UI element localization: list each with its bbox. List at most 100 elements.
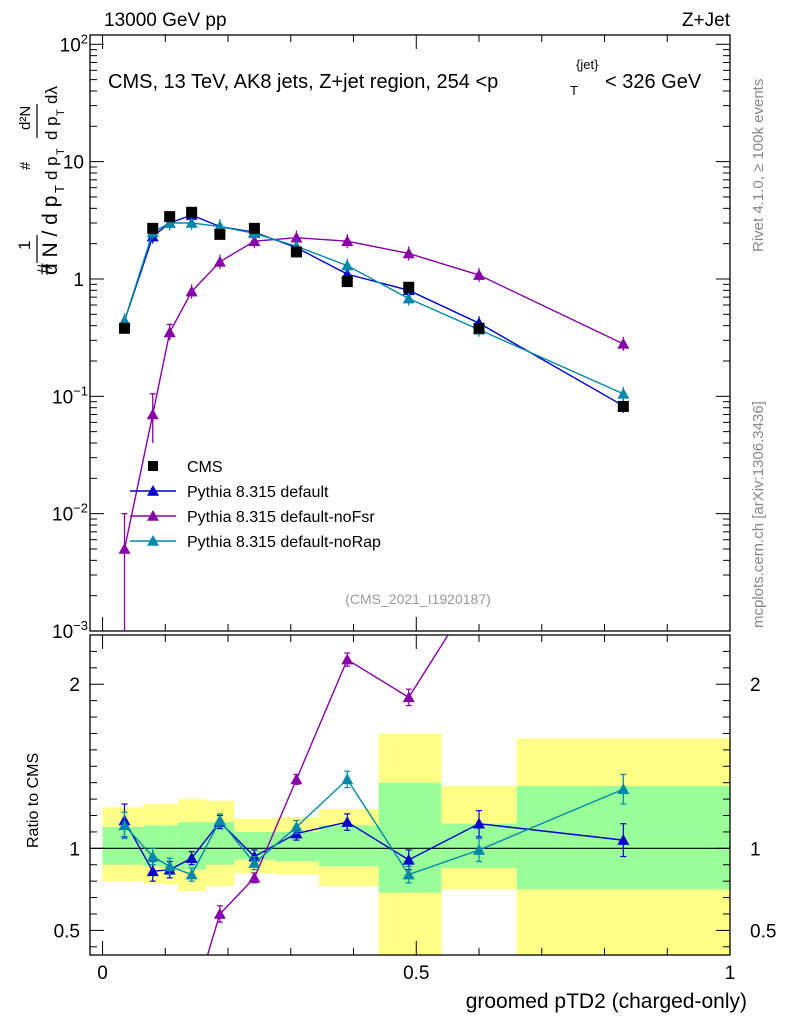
series-marker-ratio	[341, 653, 354, 665]
cms-data-point	[473, 322, 485, 334]
header-left: 13000 GeV pp	[104, 10, 227, 31]
svg-text:T: T	[570, 83, 578, 98]
series-line-top	[123, 214, 624, 407]
series-marker-top	[402, 247, 415, 259]
ratio-tick-label-right: 0.5	[750, 921, 776, 942]
svg-text:T: T	[55, 148, 67, 155]
series-marker-top	[163, 216, 176, 228]
y-tick-label: 10−2	[52, 501, 88, 526]
series-marker-ratio	[146, 850, 159, 862]
series-marker-ratio	[473, 817, 486, 829]
svg-text:dλ: dλ	[42, 86, 61, 104]
series-marker-ratio	[213, 907, 226, 919]
series-marker-top	[185, 216, 198, 228]
series-marker-top	[617, 387, 630, 399]
cms-data-point	[617, 400, 629, 412]
series-marker-top	[341, 259, 354, 271]
y-tick-label: 102	[60, 31, 88, 56]
x-tick-label: 0	[97, 963, 108, 984]
header-right: Z+Jet	[682, 10, 731, 31]
green-band	[143, 825, 163, 867]
svg-text:d N / d p: d N / d p	[39, 196, 62, 275]
series-marker-ratio	[185, 868, 198, 880]
green-band	[162, 825, 178, 869]
ratio-tick-label-right: 2	[750, 675, 761, 696]
cms-data-point	[119, 322, 131, 334]
svg-text:{jet}: {jet}	[576, 57, 599, 72]
ratio-tick-label-left: 0.5	[54, 921, 80, 942]
x-tick-label: 0.5	[403, 963, 429, 984]
ratio-panel-frame	[89, 634, 731, 956]
series-marker-ratio	[402, 691, 415, 703]
legend-label: CMS	[187, 459, 223, 476]
ratio-tick-label-left: 2	[69, 675, 80, 696]
series-marker-top	[213, 255, 226, 267]
series-marker-ratio	[341, 773, 354, 785]
cms-data-point	[186, 206, 198, 218]
series-line-ratio	[206, 635, 449, 955]
legend-label: Pythia 8.315 default	[187, 484, 329, 501]
cms-data-point	[403, 281, 415, 293]
y-tick-label: 1	[73, 270, 84, 291]
legend-marker	[147, 535, 159, 546]
plot-title: CMS, 13 TeV, AK8 jets, Z+jet region, 254…	[108, 57, 702, 98]
y-axis-label-top: # 1 d N / d p T # d p T d²N d p T dλ	[15, 86, 67, 275]
series-marker-ratio	[213, 814, 226, 826]
mcplots-label: mcplots.cern.ch [arXiv:1306.3436]	[750, 401, 767, 628]
green-band	[319, 825, 379, 867]
ratio-tick-label-right: 1	[750, 839, 761, 860]
svg-text:d p: d p	[42, 116, 61, 140]
legend-marker	[147, 485, 159, 496]
series-marker-top	[185, 285, 198, 297]
y-tick-label: 10−3	[52, 618, 88, 643]
series-marker-top	[617, 337, 630, 349]
series-marker-top	[213, 220, 226, 232]
cms-data-point	[290, 246, 302, 258]
cms-data-point	[164, 211, 176, 223]
cms-data-point	[248, 222, 260, 234]
series-line-top	[123, 236, 624, 550]
series-marker-ratio	[248, 857, 261, 868]
y-tick-label: 10−1	[52, 383, 88, 408]
cms-data-point	[341, 276, 353, 288]
svg-text:#: #	[34, 263, 57, 275]
cms-data-point	[147, 222, 159, 234]
rivet-label: Rivet 4.1.0, ≥ 100k events	[750, 79, 767, 252]
series-marker-ratio	[617, 783, 630, 795]
green-band	[102, 827, 144, 865]
series-marker-ratio	[290, 821, 303, 832]
series-marker-top	[341, 235, 354, 246]
series-marker-ratio	[341, 816, 354, 827]
y-tick-label: 10	[63, 153, 84, 174]
top-panel-frame	[89, 34, 731, 632]
series-marker-ratio	[163, 860, 176, 872]
ratio-tick-label-left: 1	[69, 839, 80, 860]
legend-marker	[148, 461, 158, 471]
analysis-id: (CMS_2021_I1920187)	[345, 591, 491, 607]
legend-label: Pythia 8.315 default-noFsr	[187, 509, 375, 526]
series-marker-ratio	[248, 871, 261, 883]
y-axis-label-ratio: Ratio to CMS	[25, 753, 42, 848]
cms-data-point	[214, 228, 226, 240]
legend-label: Pythia 8.315 default-noRap	[187, 534, 381, 551]
svg-text:1: 1	[15, 241, 34, 250]
series-marker-ratio	[617, 834, 630, 845]
legend-marker	[147, 510, 159, 521]
svg-text:d p: d p	[42, 156, 61, 180]
x-axis-label: groomed pTD2 (charged-only)	[466, 990, 747, 1013]
series-marker-top	[248, 235, 261, 246]
series-marker-top	[402, 292, 415, 304]
series-marker-ratio	[146, 865, 159, 877]
series-marker-ratio	[402, 868, 415, 880]
svg-text:#: #	[17, 161, 34, 170]
series-marker-ratio	[290, 773, 303, 785]
svg-text:< 326 GeV: < 326 GeV	[605, 71, 702, 93]
series-marker-top	[290, 231, 303, 243]
svg-text:CMS, 13 TeV, AK8 jets, Z+jet r: CMS, 13 TeV, AK8 jets, Z+jet region, 254…	[108, 71, 498, 93]
svg-text:d²N: d²N	[17, 106, 34, 130]
x-tick-label: 1	[725, 963, 736, 984]
series-marker-ratio	[402, 853, 415, 865]
series-marker-ratio	[118, 819, 131, 831]
series-marker-ratio	[473, 843, 486, 855]
